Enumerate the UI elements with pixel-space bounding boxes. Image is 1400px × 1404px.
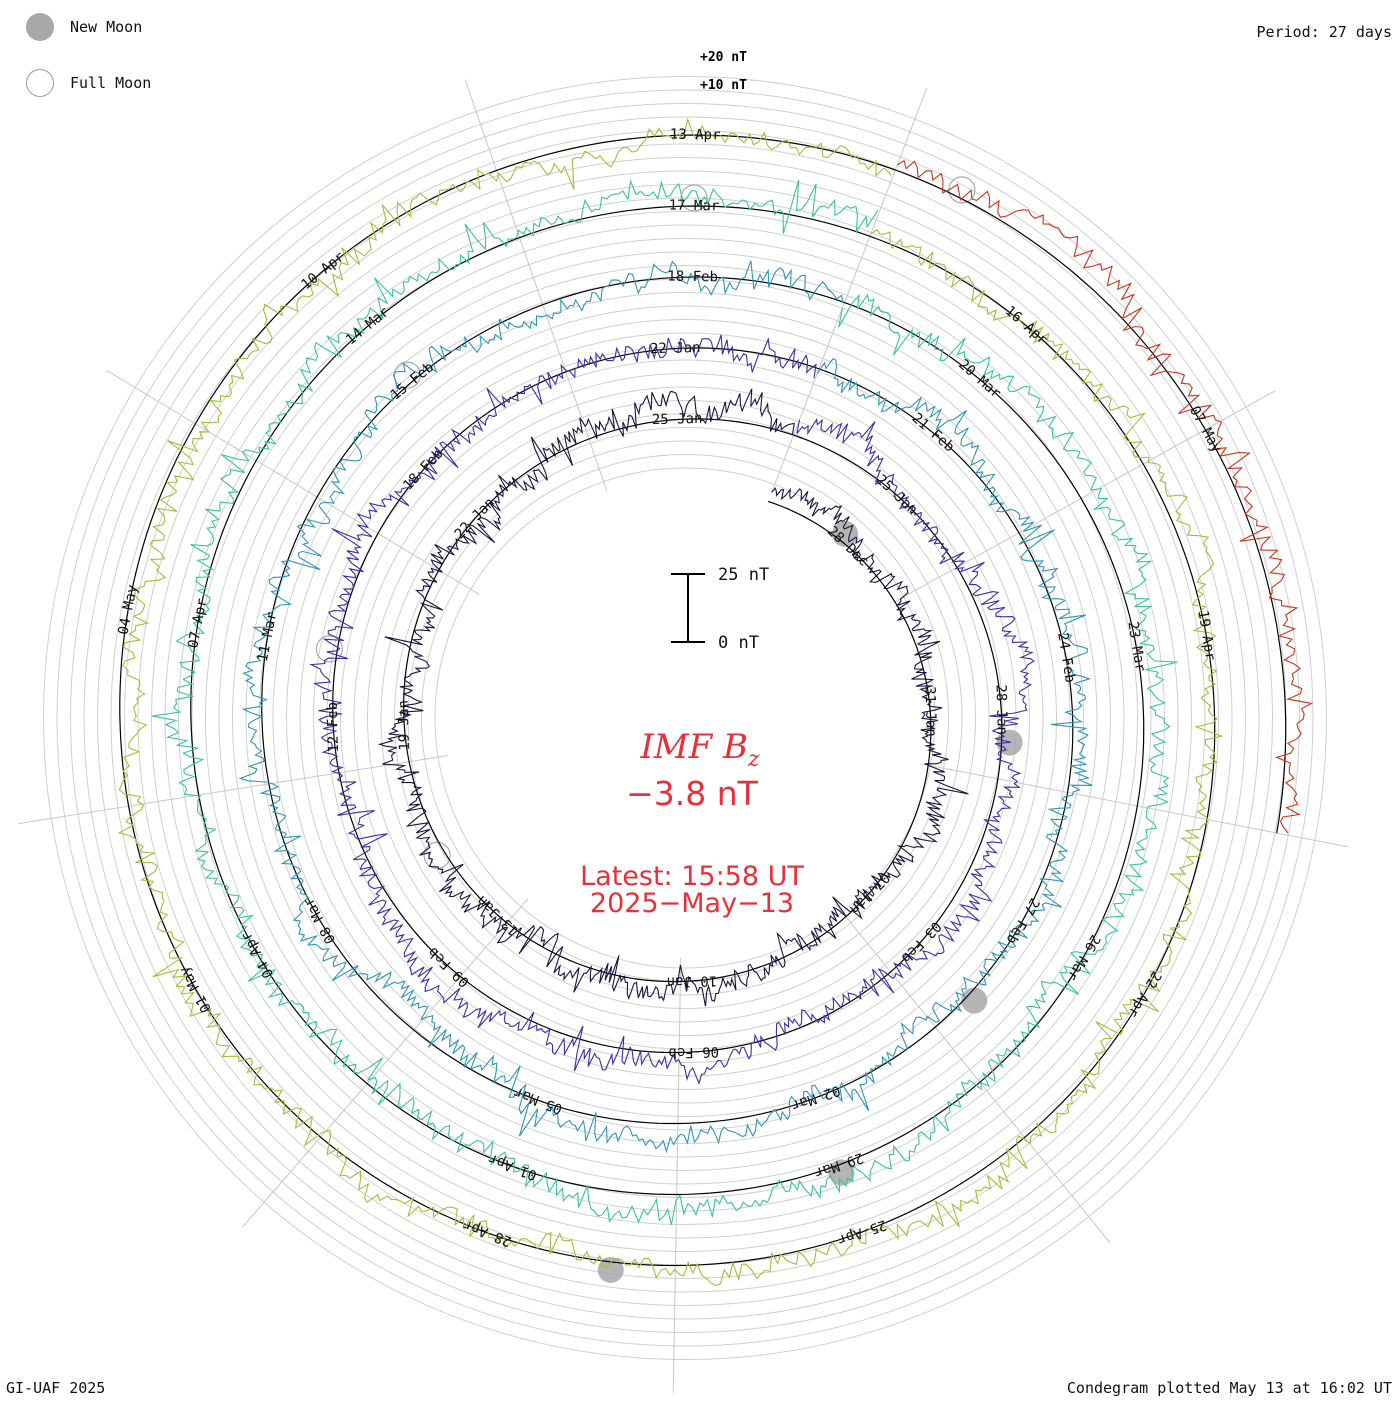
date-tick-label: 04-May	[115, 583, 140, 636]
ring-tick-label: +20 nT	[700, 50, 747, 65]
date-tick-label: 07-Apr	[185, 597, 210, 650]
date-tick-label: 22-Jan	[650, 340, 701, 357]
grid-ring	[407, 440, 963, 996]
date-tick-label: 13-Apr	[670, 127, 721, 144]
grid-ring	[286, 319, 1084, 1117]
grid-ring	[245, 278, 1125, 1158]
full-moon-marker	[423, 841, 451, 869]
date-tick-label: 23-Mar	[1124, 620, 1148, 672]
latest-date: 2025−May−13	[590, 888, 794, 919]
spoke-line	[18, 755, 449, 825]
plotted-label: Condegram plotted May 13 at 16:02 UT	[1066, 1379, 1392, 1397]
scale-bar-bottom-label: 0 nT	[718, 633, 759, 653]
grid-ring	[178, 211, 1192, 1225]
new-moon-icon	[26, 13, 54, 41]
date-label-layer: 28-Dec31-Jan07-Jan10-Jan13-Jan19-Jan22-J…	[115, 127, 1224, 1250]
date-tick-label: 19-Jan	[396, 700, 413, 751]
new-moon-marker	[597, 1256, 624, 1283]
date-tick-label: 19-Apr	[1194, 609, 1218, 661]
baseline-spiral	[895, 169, 1287, 834]
date-tick-label: 28-Jan	[993, 684, 1010, 735]
grid-ring	[232, 265, 1138, 1171]
legend-full-moon: Full Moon	[26, 67, 151, 99]
date-tick-label: 01-Apr	[486, 1150, 539, 1183]
grid-ring	[110, 143, 1260, 1293]
full-moon-icon	[26, 69, 54, 97]
grid-ring	[340, 373, 1030, 1063]
grid-ring	[124, 157, 1246, 1279]
credit-label: GI-UAF 2025	[6, 1379, 106, 1397]
grid-ring	[326, 359, 1044, 1077]
baseline-spiral	[261, 276, 1074, 1125]
spoke-line	[241, 898, 528, 1228]
scale-bar-top-label: 25 nT	[718, 565, 769, 585]
date-tick-label: 06-Feb	[668, 1043, 719, 1060]
grid-ring	[137, 170, 1233, 1266]
grid-layer	[43, 76, 1327, 1360]
period-label: Period: 27 days	[1256, 23, 1392, 41]
date-tick-label: 10-Jan	[666, 972, 717, 989]
grid-ring	[394, 427, 976, 1009]
baseline-spiral	[332, 347, 1003, 1054]
spoke-line	[464, 79, 608, 492]
center-title-main: IMF B	[639, 727, 748, 767]
grid-ring	[151, 184, 1219, 1252]
grid-ring	[56, 89, 1314, 1347]
date-tick-label: 11-Mar	[255, 610, 280, 663]
spoke-line	[835, 904, 1111, 1243]
date-tick-label: 17-Mar	[669, 198, 720, 215]
legend-new-moon: New Moon	[26, 11, 142, 43]
grid-ring	[367, 400, 1003, 1036]
bz-trace-series	[152, 179, 1178, 1225]
date-tick-label: 24-Feb	[1054, 631, 1078, 683]
grid-ring	[70, 103, 1300, 1333]
bz-trace-series	[309, 334, 1035, 1085]
legend-new-moon-label: New Moon	[70, 18, 143, 36]
date-tick-label: 12-Feb	[325, 702, 342, 753]
date-tick-label: 08-Mar	[301, 894, 340, 946]
date-tick-label: 22-Jan	[452, 495, 498, 543]
bz-trace-series	[238, 260, 1093, 1154]
grid-ring	[205, 238, 1165, 1198]
bz-trace-series	[377, 388, 969, 1007]
date-tick-label: 16-Apr	[1002, 303, 1051, 348]
legend-full-moon-label: Full Moon	[70, 74, 152, 92]
full-moon-marker	[315, 635, 343, 663]
spoke-line	[672, 957, 682, 1393]
ring-tick-label: +10 nT	[700, 78, 747, 93]
center-value: −3.8 nT	[626, 774, 759, 813]
grid-ring	[272, 305, 1098, 1131]
date-tick-label: 25-Jan	[652, 411, 703, 428]
grid-ring	[218, 251, 1152, 1185]
date-tick-label: 28-Apr	[461, 1216, 514, 1249]
date-tick-label: 22-Apr	[1124, 968, 1164, 1020]
date-tick-label: 18-Feb	[667, 269, 718, 286]
latest-time: Latest: 15:58 UT	[580, 861, 804, 892]
date-tick-label: 31-Jan	[922, 686, 939, 737]
date-tick-label: 18-Feb	[400, 446, 446, 494]
full-moon-marker	[680, 184, 708, 212]
bz-trace-series	[897, 159, 1314, 834]
grid-ring	[43, 76, 1327, 1360]
spoke-line	[770, 87, 928, 495]
date-tick-label: 01-May	[176, 963, 215, 1015]
spoke-line	[106, 369, 480, 595]
spoke-line	[920, 763, 1348, 848]
series-layer	[117, 117, 1314, 1287]
grid-ring	[313, 346, 1057, 1090]
date-tick-label: 21-Feb	[909, 410, 958, 455]
baseline-spiral	[190, 205, 1145, 1196]
grid-ring	[299, 332, 1071, 1104]
grid-ring	[97, 130, 1273, 1306]
baseline-spiral	[119, 134, 1216, 1267]
scale-bar: 25 nT 0 nT	[671, 565, 769, 653]
center-title: IMF Bz	[639, 727, 760, 772]
grid-ring	[434, 467, 936, 969]
center-title-sub: z	[747, 747, 760, 772]
new-moon-marker	[961, 987, 988, 1014]
bz-trace-series	[117, 117, 1224, 1287]
baseline-spiral	[403, 418, 932, 983]
